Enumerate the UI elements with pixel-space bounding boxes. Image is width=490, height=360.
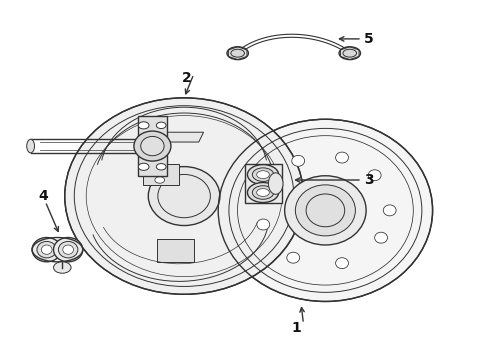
Text: 2: 2 bbox=[182, 71, 192, 85]
Ellipse shape bbox=[336, 258, 348, 269]
Polygon shape bbox=[165, 132, 203, 142]
Text: 4: 4 bbox=[38, 189, 48, 203]
Polygon shape bbox=[138, 116, 167, 176]
Ellipse shape bbox=[343, 49, 357, 57]
Ellipse shape bbox=[156, 163, 166, 170]
Ellipse shape bbox=[368, 170, 381, 181]
Ellipse shape bbox=[156, 122, 166, 129]
Ellipse shape bbox=[53, 262, 71, 273]
Ellipse shape bbox=[138, 122, 149, 129]
Ellipse shape bbox=[53, 238, 83, 262]
Ellipse shape bbox=[269, 173, 283, 194]
Ellipse shape bbox=[134, 131, 171, 161]
Ellipse shape bbox=[252, 168, 274, 181]
Polygon shape bbox=[47, 239, 68, 260]
Ellipse shape bbox=[287, 252, 300, 263]
Ellipse shape bbox=[231, 49, 245, 57]
Ellipse shape bbox=[257, 171, 270, 179]
Ellipse shape bbox=[247, 183, 279, 203]
Ellipse shape bbox=[339, 47, 361, 60]
Ellipse shape bbox=[383, 205, 396, 216]
Polygon shape bbox=[245, 164, 282, 203]
Ellipse shape bbox=[37, 242, 56, 258]
Ellipse shape bbox=[252, 186, 274, 199]
Ellipse shape bbox=[32, 238, 61, 262]
Ellipse shape bbox=[136, 139, 144, 153]
Ellipse shape bbox=[336, 152, 348, 163]
Ellipse shape bbox=[154, 167, 166, 175]
Ellipse shape bbox=[227, 47, 248, 60]
Ellipse shape bbox=[285, 176, 366, 245]
Ellipse shape bbox=[148, 167, 220, 226]
Ellipse shape bbox=[257, 189, 270, 197]
Text: 5: 5 bbox=[365, 32, 374, 46]
Ellipse shape bbox=[41, 245, 52, 254]
Ellipse shape bbox=[138, 163, 149, 170]
Ellipse shape bbox=[257, 219, 270, 230]
Ellipse shape bbox=[247, 165, 279, 185]
Text: 1: 1 bbox=[291, 321, 301, 335]
Ellipse shape bbox=[27, 139, 34, 153]
Ellipse shape bbox=[261, 182, 273, 193]
Ellipse shape bbox=[375, 232, 388, 243]
Ellipse shape bbox=[65, 98, 303, 294]
Text: 3: 3 bbox=[365, 173, 374, 187]
Ellipse shape bbox=[58, 242, 78, 258]
Ellipse shape bbox=[141, 136, 164, 156]
Ellipse shape bbox=[218, 119, 433, 301]
Ellipse shape bbox=[292, 156, 305, 166]
Ellipse shape bbox=[63, 245, 74, 254]
Ellipse shape bbox=[295, 185, 355, 236]
Polygon shape bbox=[157, 239, 194, 262]
Ellipse shape bbox=[155, 177, 165, 183]
Polygon shape bbox=[143, 164, 179, 185]
